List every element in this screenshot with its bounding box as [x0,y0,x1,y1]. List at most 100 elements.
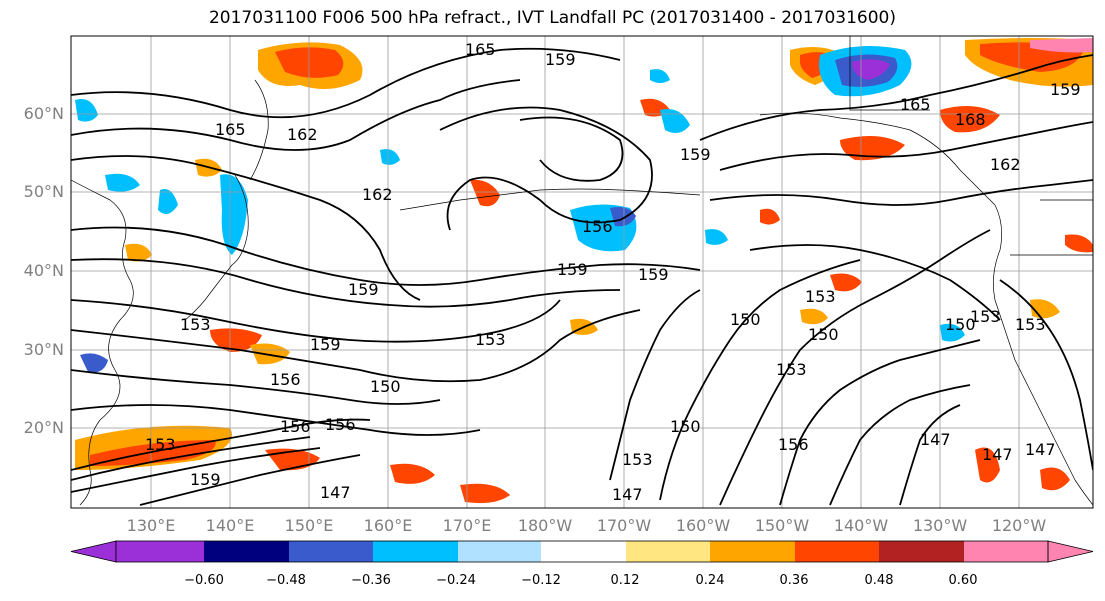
colorbar-extend-low [70,540,117,563]
lat-label: 50°N [23,182,64,201]
colorbar-tick-label: −0.60 [184,573,224,588]
contour-line [71,47,621,119]
colorbar-bin [541,541,626,562]
contour-label: 153 [475,330,506,349]
contour-line [719,121,1093,171]
lat-label: 60°N [23,104,64,123]
contour-label: 147 [982,445,1013,464]
contour-line [999,279,1093,471]
anomaly-blob [705,229,728,245]
border-line [849,36,1093,256]
colorbar-outline [115,540,1049,563]
anomaly-blob [650,69,670,83]
colorbar-bin [458,541,541,562]
anomaly-blob [975,447,1000,483]
contour-line [71,155,421,301]
contour-label: 153 [1015,315,1046,334]
colorbar-tick-label: −0.24 [436,573,476,588]
contour-label: 165 [215,120,246,139]
asia-coastline [71,179,134,506]
colorbar-bin [710,541,795,562]
contour-label: 153 [180,315,211,334]
contour-line [71,79,521,151]
colorbar-tick-label: −0.48 [266,573,306,588]
lon-label: 160°E [363,516,413,535]
contour-label: 156 [270,370,301,389]
contour-label: 156 [280,417,311,436]
contour-label: 159 [310,335,341,354]
contour-line [71,258,621,308]
contour-label: 159 [1050,80,1081,99]
contour-label: 159 [190,470,221,489]
contour-label: 159 [638,265,669,284]
anomaly-blob [760,208,780,225]
kamchatka-coastline [249,79,269,181]
colorbar-tick-label: 0.36 [779,573,809,588]
map-title: 2017031100 F006 500 hPa refract., IVT La… [208,8,896,28]
anomaly-blob [125,243,152,262]
contour-label: 150 [370,377,401,396]
colorbar-tick-label: −0.36 [351,573,391,588]
colorbar-tick-label: 0.60 [948,573,978,588]
map-frame [70,35,1094,509]
contour-line [139,454,361,506]
alaska-coastline [759,112,996,206]
anomaly-blob [210,328,262,352]
anomaly-blob [840,136,905,161]
anomaly-blob [660,109,690,134]
contour-line [699,54,1093,141]
shaded-anomalies [75,38,1093,504]
lon-label: 130°E [126,516,176,535]
contour-line [659,259,861,501]
japan-coastline [184,174,249,321]
anomaly-blob [470,179,500,207]
contour-line [519,116,624,182]
contour-line [71,369,441,405]
contour-label: 153 [776,360,807,379]
lon-label: 180°W [517,516,573,535]
contour-line [749,244,1001,321]
colorbar-tick-label: −0.12 [521,573,561,588]
colorbar-bin [626,541,710,562]
contour-label: 147 [1025,440,1056,459]
anomaly-blob [830,273,862,292]
height-contours [71,47,1093,506]
colorbar-bin [964,541,1048,562]
lon-label: 120°W [991,516,1047,535]
contour-label: 165 [900,95,931,114]
colorbar-bin [373,541,458,562]
contour-label: 168 [955,110,986,129]
contour-label: 165 [465,40,496,59]
contour-line [71,436,311,481]
colorbar-extend-high [1047,540,1094,563]
contour-label: 159 [557,260,588,279]
colorbar-bin [795,541,879,562]
aleutian-islands [399,188,701,211]
contour-label: 147 [920,430,951,449]
contour-label: 153 [970,307,1001,326]
contour-line [71,226,701,286]
anomaly-blob [380,149,400,165]
contour-label: 162 [287,125,318,144]
contour-label: 150 [670,417,701,436]
lon-label: 140°W [833,516,889,535]
lon-label: 170°W [596,516,652,535]
contour-labels: 165 159 165 162 162 159 165 168 162 159 … [145,40,1081,504]
contour-line [709,179,1093,206]
contour-label: 153 [622,450,653,469]
coastlines [71,36,1093,506]
contour-label: 156 [778,435,809,454]
lon-label: 150°W [754,516,810,535]
contour-line [71,418,371,471]
anomaly-blob [940,106,1000,133]
anomaly-blob [1040,467,1070,491]
contour-line [71,299,561,343]
contour-line [71,404,481,436]
anomaly-blob [105,173,140,192]
contour-line [779,339,981,506]
contour-label: 147 [612,485,643,504]
anomaly-blob [250,343,290,365]
anomaly-blob [75,99,98,122]
lat-label: 30°N [23,340,64,359]
